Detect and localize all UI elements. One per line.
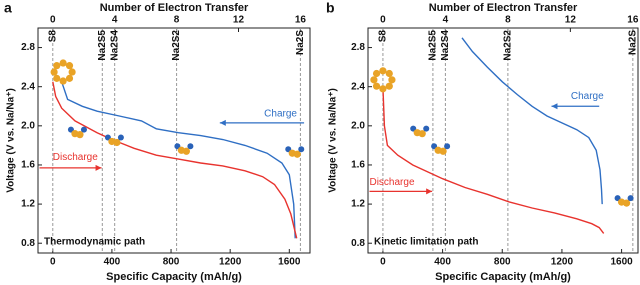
y-tick-label: 1.2: [21, 199, 35, 210]
x2-tick-label: 4: [112, 15, 118, 26]
y-tick-label: 1.6: [21, 160, 35, 171]
y-tick-label: 0.8: [351, 238, 365, 249]
molecule-atom: [385, 82, 393, 90]
data-line: [461, 37, 603, 205]
species-label: Na2S4: [440, 30, 451, 61]
plot-frame: [367, 27, 639, 254]
y-axis-label: Voltage (V vs. Na/Na⁺): [328, 88, 339, 193]
x2-tick-label: 0: [380, 15, 386, 26]
y-tick-label: 0.8: [21, 238, 35, 249]
molecule-atom: [59, 77, 67, 85]
data-line: [61, 81, 296, 239]
species-label: Na2S: [627, 30, 638, 55]
charge-label: Charge: [571, 91, 604, 102]
x2-tick-label: 16: [627, 15, 639, 26]
x2-tick-label: 8: [505, 15, 511, 26]
molecule-atom: [622, 199, 631, 207]
plot-frame: [37, 27, 311, 254]
x-tick-label: 1200: [551, 257, 574, 268]
species-label: S8: [378, 30, 389, 43]
data-line: [382, 86, 605, 234]
molecule-atom: [80, 126, 87, 133]
x-tick-label: 800: [494, 257, 511, 268]
discharge-arrowhead: [95, 164, 102, 171]
molecule-atom: [379, 85, 387, 93]
molecule-atom: [76, 131, 84, 139]
path-label: Thermodynamic path: [44, 237, 145, 248]
path-label: Kinetic limitation path: [374, 237, 478, 248]
molecule-atom: [113, 138, 121, 147]
species-label: Na2S5: [97, 30, 108, 61]
molecule-atom: [370, 76, 378, 84]
molecule-atom: [423, 125, 430, 132]
x-tick-label: 0: [380, 257, 386, 268]
x-tick-label: 800: [163, 257, 180, 268]
molecule-atom: [187, 143, 194, 150]
x2-tick-label: 0: [50, 15, 56, 26]
molecule-atom: [385, 69, 393, 78]
x2-tick-label: 12: [233, 15, 245, 26]
panel-label: b: [326, 0, 335, 16]
molecule-atom: [117, 134, 124, 141]
species-label: Na2S: [295, 30, 306, 55]
charge-label: Charge: [264, 109, 297, 120]
y-tick-label: 2.4: [21, 81, 35, 92]
data-line: [52, 81, 298, 239]
x-tick-label: 400: [434, 257, 451, 268]
species-label: Na2S4: [109, 30, 120, 61]
species-label: Na2S2: [171, 30, 182, 61]
x-tick-label: 1200: [219, 257, 242, 268]
top-axis-label: Number of Electron Transfer: [100, 2, 249, 14]
discharge-arrowhead: [426, 188, 433, 195]
x-tick-label: 1600: [610, 257, 633, 268]
discharge-label: Discharge: [369, 177, 414, 188]
molecule-atom: [298, 146, 305, 153]
species-label: Na2S2: [503, 30, 514, 61]
species-label: Na2S5: [428, 30, 439, 61]
molecule-atom: [65, 74, 74, 82]
x2-tick-label: 12: [565, 15, 577, 26]
y-tick-label: 2.0: [21, 120, 35, 131]
y-tick-label: 1.2: [351, 199, 365, 210]
x2-tick-label: 16: [295, 15, 307, 26]
y-axis-label: Voltage (V vs. Na/Na⁺): [6, 88, 17, 193]
y-tick-label: 2.0: [351, 120, 365, 131]
molecule-atom: [53, 74, 61, 82]
molecule-atom: [293, 150, 301, 158]
x2-tick-label: 4: [443, 15, 449, 26]
molecule-atom: [418, 130, 426, 138]
species-label: S8: [47, 30, 58, 43]
x-tick-label: 400: [104, 257, 121, 268]
y-tick-label: 2.4: [351, 81, 365, 92]
molecule-atom: [388, 76, 396, 84]
x2-tick-label: 8: [174, 15, 180, 26]
charge-arrowhead: [551, 103, 558, 110]
molecule-atom: [372, 69, 381, 78]
molecule-atom: [372, 82, 381, 90]
molecule-atom: [53, 62, 61, 70]
molecule-atom: [444, 143, 451, 150]
top-axis-label: Number of Electron Transfer: [429, 2, 578, 14]
x-axis-label: Specific Capacity (mAh/g): [435, 271, 571, 283]
x-tick-label: 1600: [278, 257, 301, 268]
molecule-atom: [68, 68, 76, 76]
charge-arrowhead: [219, 119, 226, 126]
y-tick-label: 2.8: [21, 42, 35, 53]
panel-label: a: [4, 0, 12, 16]
molecule-atom: [439, 147, 447, 155]
y-tick-label: 2.8: [351, 42, 365, 53]
molecule-atom: [182, 147, 190, 155]
discharge-label: Discharge: [53, 152, 98, 163]
x-tick-label: 0: [50, 257, 56, 268]
x-axis-label: Specific Capacity (mAh/g): [106, 271, 242, 283]
molecule-atom: [50, 68, 58, 76]
molecule-atom: [65, 62, 74, 70]
molecule-atom: [379, 67, 387, 75]
molecule-atom: [627, 195, 634, 202]
y-tick-label: 1.6: [351, 160, 365, 171]
molecule-atom: [59, 59, 67, 67]
